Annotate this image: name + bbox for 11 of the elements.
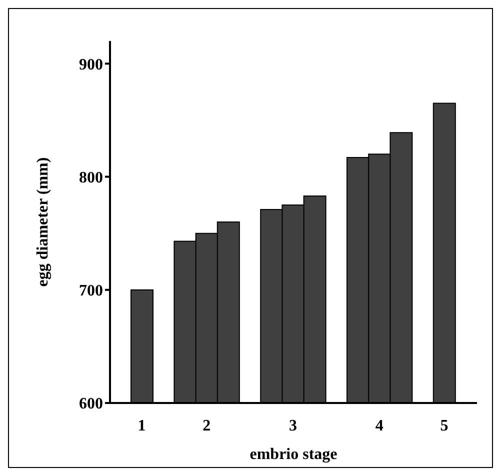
y-tick-label: 700 — [79, 282, 103, 300]
y-tick-label: 600 — [79, 396, 103, 413]
y-axis-title: egg diameter (mm) — [34, 157, 52, 287]
x-tick-label: 2 — [202, 417, 211, 434]
x-axis-title: embrio stage — [250, 446, 338, 463]
x-tick-label: 3 — [289, 417, 297, 434]
x-tick-label: 1 — [138, 417, 146, 434]
y-tick-label: 900 — [79, 56, 103, 74]
x-tick-label: 5 — [440, 417, 448, 434]
y-tick-label: 800 — [79, 169, 103, 186]
x-tick-label: 4 — [375, 417, 384, 434]
